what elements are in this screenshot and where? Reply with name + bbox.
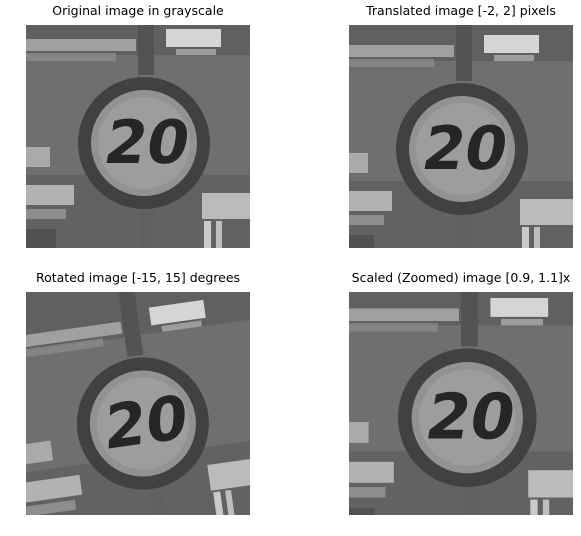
panel-title-scaled: Scaled (Zoomed) image [0.9, 1.1]x: [351, 270, 571, 285]
sign-number: 20: [417, 114, 513, 183]
image-original: 20: [26, 25, 250, 248]
speed-sign-scene: 20: [26, 292, 250, 515]
speed-sign-scene: 20: [349, 25, 573, 248]
panel-title-translated: Translated image [-2, 2] pixels: [366, 3, 556, 18]
panel-title-original: Original image in grayscale: [52, 3, 224, 18]
image-scaled: 20: [349, 292, 573, 515]
sign-number: 20: [103, 382, 188, 464]
sign-number: 20: [421, 380, 522, 453]
speed-sign-scene: 20: [349, 292, 573, 515]
image-rotated: 20: [26, 292, 250, 515]
image-translated: 20: [349, 25, 573, 248]
sign-number: 20: [99, 108, 195, 177]
speed-sign-scene: 20: [26, 25, 250, 248]
panel-title-rotated: Rotated image [-15, 15] degrees: [35, 270, 241, 285]
